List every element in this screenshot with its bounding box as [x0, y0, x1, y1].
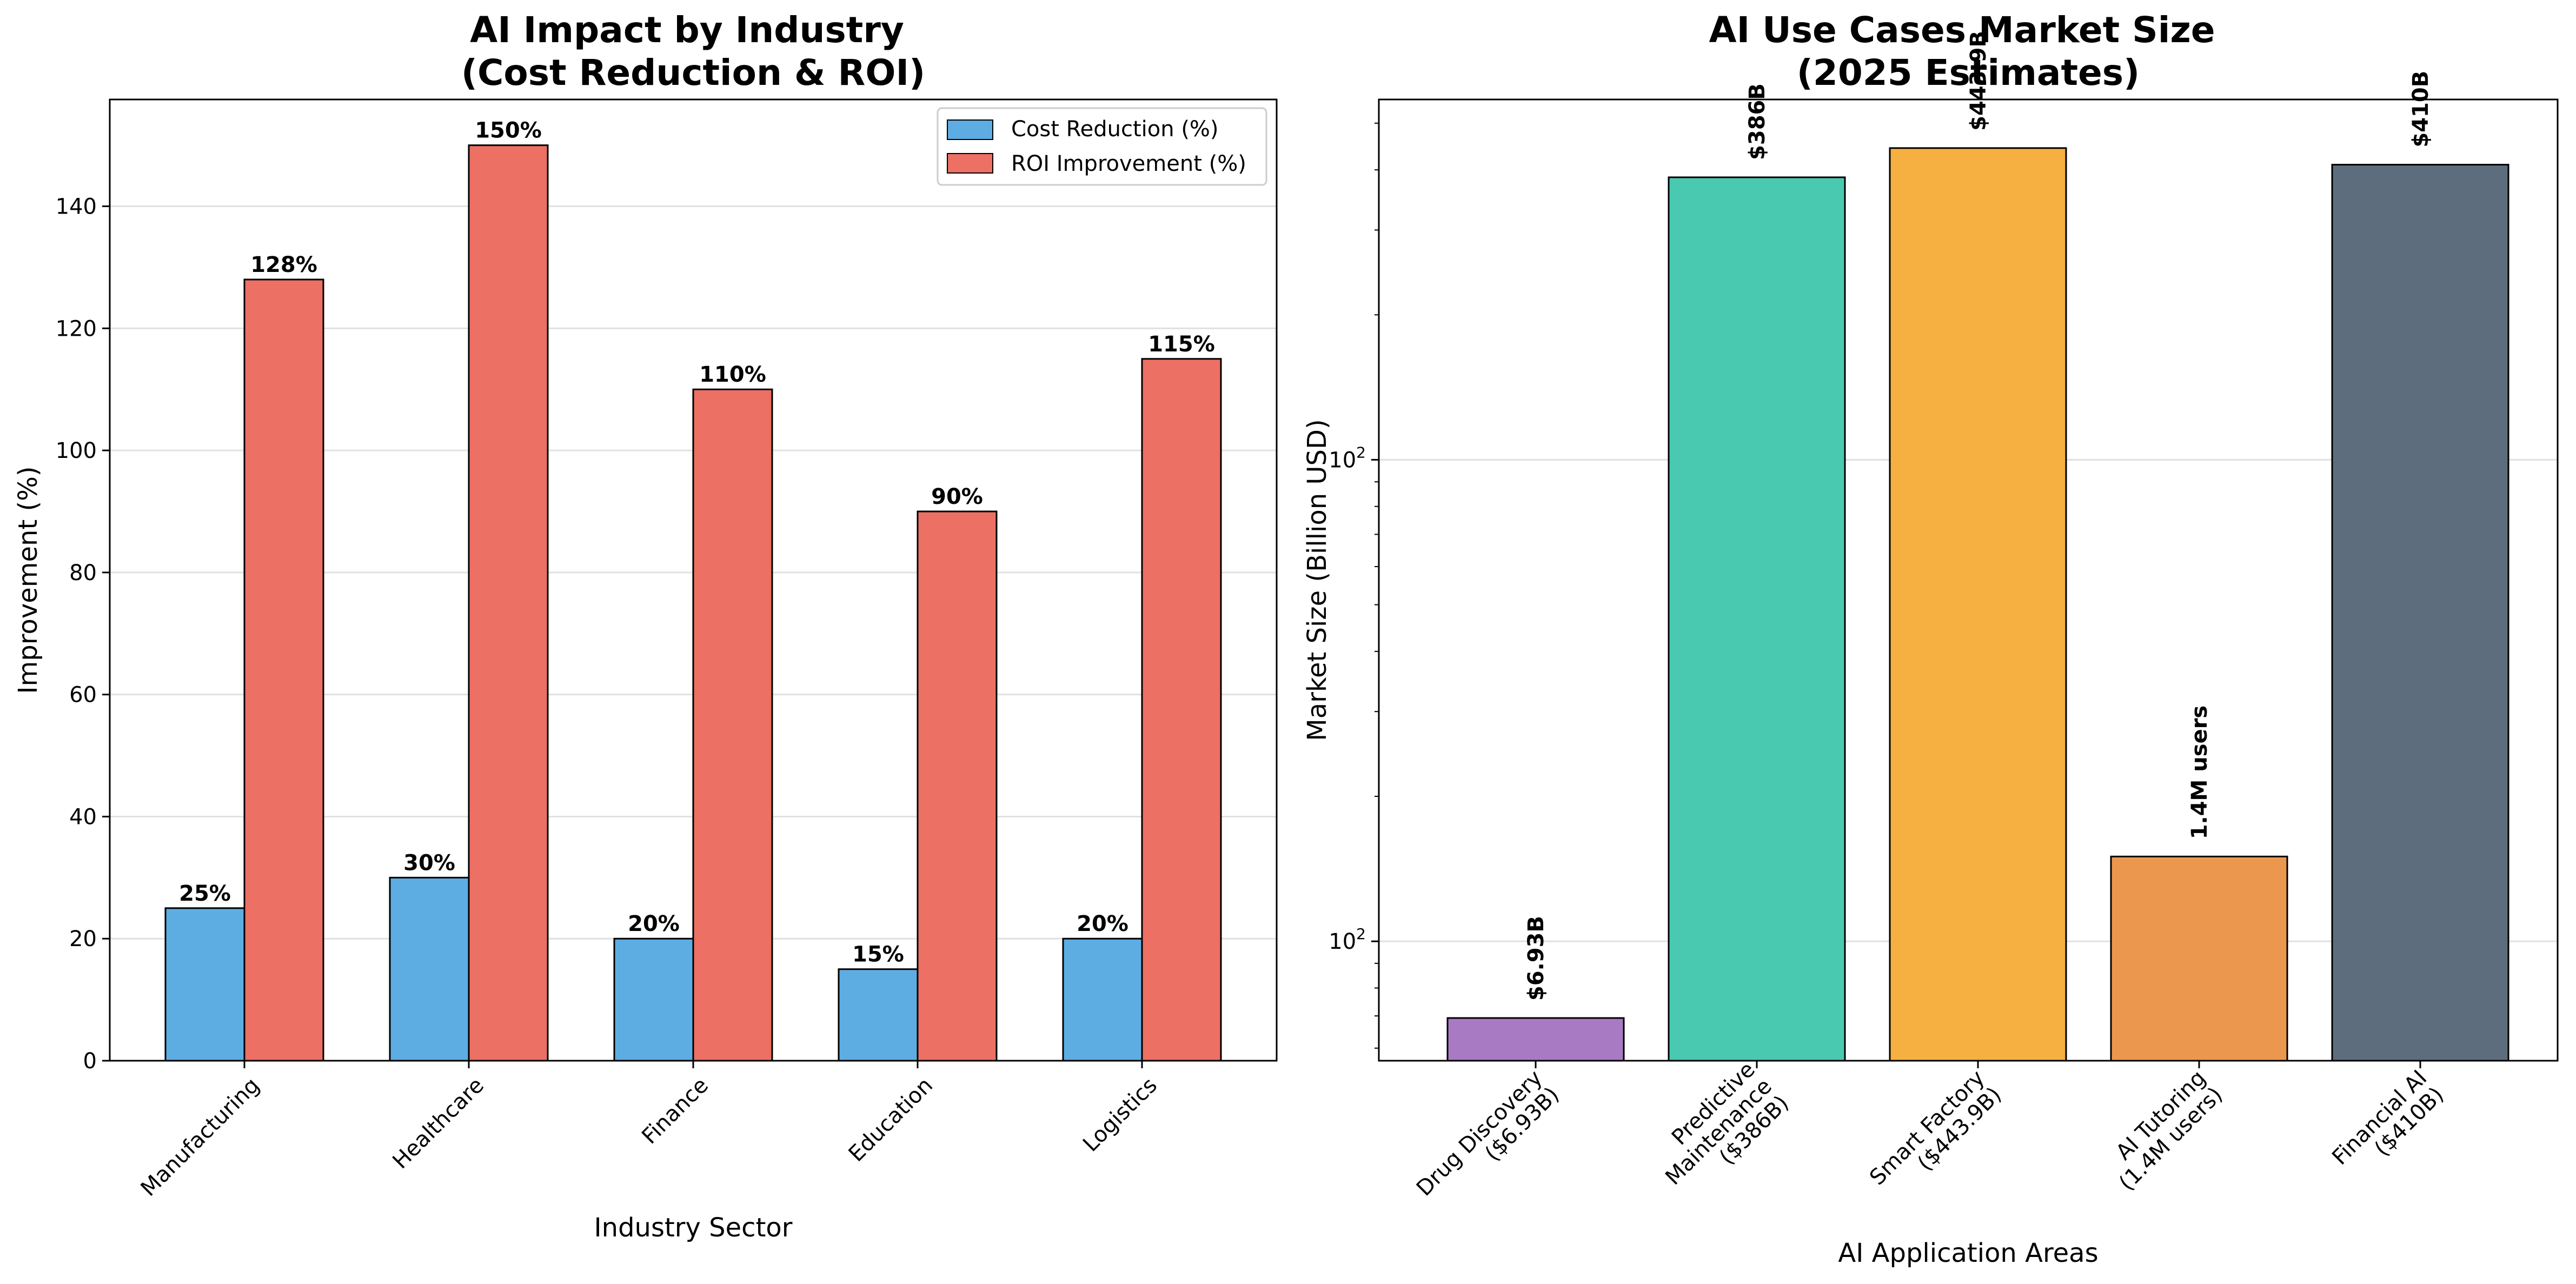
y-tick-label: 102 — [1329, 925, 1366, 954]
data-label-manufacturing-roi: 128% — [250, 252, 317, 277]
bar-healthcare-cost-reduction — [389, 876, 470, 1062]
data-label-finance-roi: 110% — [699, 362, 766, 387]
data-label-smart-factory: $443.9B — [1966, 31, 1991, 131]
y-tick-label: 40 — [69, 804, 97, 829]
right-plot-frame — [1378, 98, 2559, 1062]
bar-drug-discovery — [1446, 1017, 1625, 1062]
bar-logistics-cost-reduction — [1062, 937, 1143, 1062]
y-tick-label: 120 — [56, 316, 97, 341]
bar-ai-tutoring — [2110, 855, 2288, 1062]
data-label-education-cost: 15% — [852, 942, 904, 967]
data-label-manufacturing-cost: 25% — [179, 881, 231, 906]
bar-logistics-roi-improvement — [1141, 358, 1222, 1062]
y-tick-label: 102 — [1329, 443, 1366, 473]
data-label-logistics-roi: 115% — [1148, 332, 1215, 357]
left-y-axis-label: Improvement (%) — [13, 466, 43, 694]
bar-education-roi-improvement — [917, 510, 998, 1062]
right-x-axis-label: AI Application Areas — [1838, 1238, 2098, 1268]
data-label-finance-cost: 20% — [628, 912, 680, 936]
bar-healthcare-roi-improvement — [468, 144, 549, 1062]
right-y-axis-label: Market Size (Billion USD) — [1302, 419, 1332, 741]
left-x-axis-label: Industry Sector — [594, 1213, 792, 1243]
legend-box — [937, 107, 1267, 186]
data-label-predictive: $386B — [1745, 83, 1770, 160]
y-tick-label: 20 — [69, 927, 97, 952]
legend-label-roi: ROI Improvement (%) — [1011, 151, 1246, 176]
bar-education-cost-reduction — [838, 968, 919, 1062]
y-tick-label: 60 — [69, 683, 97, 708]
market-size-chart: $6.93B $386B $443.9B 1.4M users $410B 102 102… — [1302, 9, 2559, 1268]
y-tick-label: 100 — [56, 438, 97, 463]
y-tick-label: 0 — [83, 1049, 97, 1074]
bar-finance-roi-improvement — [692, 388, 773, 1062]
data-label-financial-ai: $410B — [2408, 71, 2433, 148]
bar-predictive — [1668, 176, 1846, 1062]
bar-manufacturing-roi-improvement — [243, 278, 324, 1062]
legend-label-cost: Cost Reduction (%) — [1011, 117, 1219, 142]
data-label-ai-tutoring: 1.4M users — [2187, 706, 2212, 840]
data-label-education-roi: 90% — [931, 484, 983, 509]
bar-manufacturing-cost-reduction — [164, 907, 245, 1062]
bar-finance-cost-reduction — [613, 937, 694, 1062]
data-label-drug-discovery: $6.93B — [1524, 916, 1549, 1001]
legend-swatch-cost — [947, 119, 993, 140]
right-chart-title: AI Use Cases Market Size (2025 Estimates… — [1709, 9, 2227, 94]
left-chart-title: AI Impact by Industry (Cost Reduction & … — [461, 9, 925, 94]
bar-smart-factory — [1889, 147, 2067, 1062]
y-tick-label: 80 — [69, 561, 97, 586]
data-label-logistics-cost: 20% — [1077, 912, 1128, 936]
data-label-healthcare-roi: 150% — [475, 118, 542, 143]
legend-swatch-roi — [947, 153, 993, 174]
y-tick-label: 140 — [56, 195, 97, 219]
legend: Cost Reduction (%) ROI Improvement (%) — [937, 107, 1267, 186]
data-label-healthcare-cost: 30% — [403, 850, 455, 875]
bar-financial-ai — [2331, 164, 2509, 1062]
